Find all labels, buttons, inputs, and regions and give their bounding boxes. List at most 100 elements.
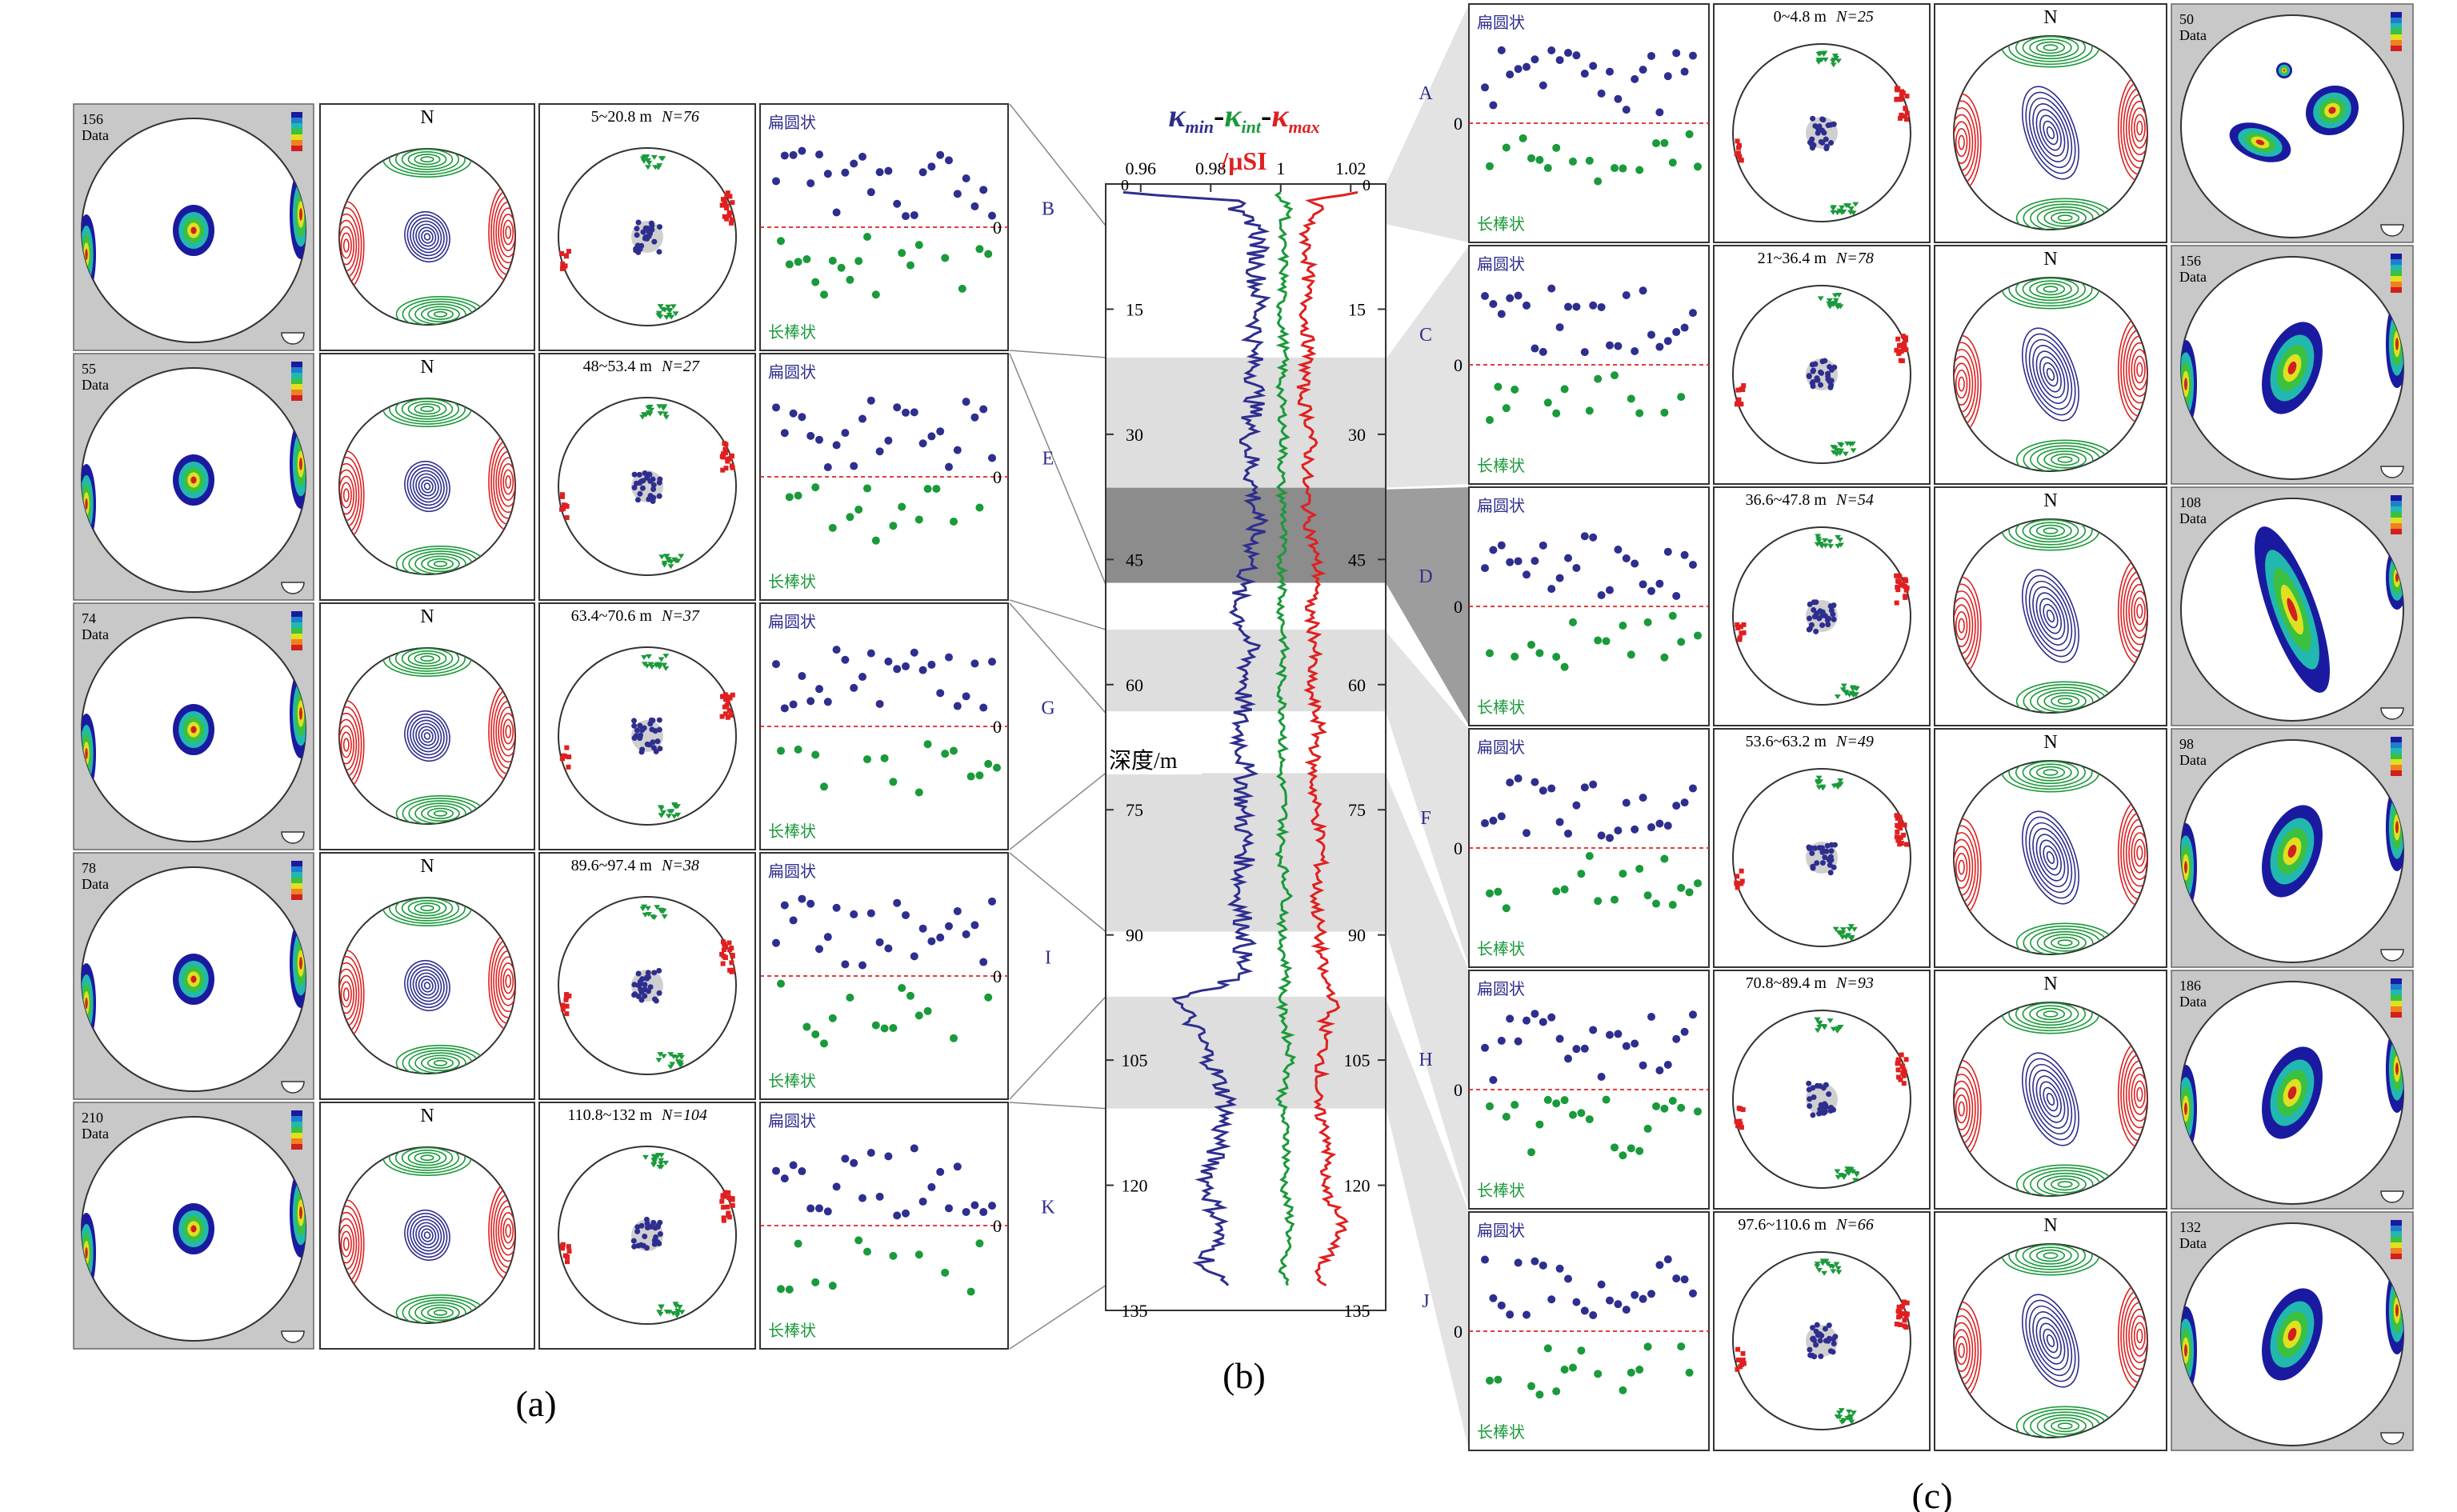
oblate-point bbox=[1481, 564, 1489, 573]
oblate-point bbox=[1506, 1014, 1515, 1023]
kmax-contour bbox=[500, 214, 515, 251]
kmin-point bbox=[657, 1230, 663, 1237]
prolate-point bbox=[1619, 870, 1627, 878]
kmax-point bbox=[722, 450, 728, 456]
oblate-point bbox=[1647, 586, 1655, 595]
oblate-point bbox=[1663, 1060, 1672, 1069]
kmax-contour bbox=[342, 738, 350, 752]
oblate-point bbox=[1597, 89, 1606, 98]
kmax-point bbox=[1901, 1311, 1907, 1317]
oblate-point bbox=[1655, 579, 1664, 588]
north-label: N bbox=[2043, 1215, 2057, 1236]
kint-point bbox=[1830, 450, 1837, 455]
oblate-point bbox=[1680, 1275, 1689, 1284]
kmax-point bbox=[564, 1011, 570, 1017]
density-contour bbox=[190, 726, 197, 734]
color-scale-swatch bbox=[2391, 282, 2402, 287]
oblate-point bbox=[1663, 72, 1672, 81]
kmin-point bbox=[1811, 1094, 1817, 1100]
kmax-point bbox=[721, 947, 726, 953]
kmin-contour bbox=[418, 975, 437, 996]
oblate-point bbox=[1572, 302, 1581, 311]
kint-point bbox=[661, 914, 668, 919]
oblate-point bbox=[1689, 560, 1697, 569]
kint-contour bbox=[2008, 519, 2093, 549]
oblate-point bbox=[1523, 62, 1531, 71]
oblate-point bbox=[918, 924, 927, 933]
kmax-contour bbox=[340, 981, 352, 1008]
kint-contour bbox=[2057, 456, 2073, 463]
kmin-point bbox=[1817, 1338, 1823, 1344]
kmin-point bbox=[634, 1224, 641, 1230]
prolate-point bbox=[1494, 887, 1503, 896]
color-scale-swatch bbox=[291, 390, 302, 395]
kmax-point bbox=[729, 946, 734, 951]
kmax-point bbox=[726, 694, 732, 700]
prolate-label: 长棒状 bbox=[768, 1072, 816, 1090]
density-contour bbox=[85, 249, 88, 260]
oblate-point bbox=[1647, 1290, 1655, 1298]
kint-point bbox=[644, 158, 651, 163]
kmax-contour bbox=[502, 718, 514, 745]
kint-contour bbox=[2043, 1175, 2087, 1194]
kmin-point bbox=[1823, 146, 1830, 152]
prolate-point bbox=[906, 991, 914, 1000]
color-scale-swatch bbox=[2391, 270, 2402, 276]
kmax-point bbox=[1738, 624, 1743, 630]
kmin-contour bbox=[2032, 1311, 2069, 1370]
kint-point bbox=[678, 554, 685, 559]
kmax-contour bbox=[2133, 114, 2146, 142]
kmax-point bbox=[1895, 87, 1900, 93]
kint-point bbox=[648, 664, 655, 670]
prolate-point bbox=[1577, 870, 1586, 878]
kmin-contour bbox=[410, 217, 445, 257]
kmax-contour bbox=[1954, 362, 1971, 406]
kmin-point bbox=[642, 1234, 648, 1240]
prolate-point bbox=[914, 1250, 923, 1259]
kint-point bbox=[659, 909, 666, 914]
kint-contour bbox=[394, 149, 460, 173]
oblate-point bbox=[1580, 70, 1589, 78]
color-scale-swatch bbox=[2391, 1001, 2402, 1006]
oblate-point bbox=[1606, 341, 1614, 350]
color-scale-swatch bbox=[291, 118, 302, 123]
oblate-point bbox=[1564, 49, 1572, 58]
oblate-point bbox=[1672, 591, 1681, 600]
kint-contour bbox=[2022, 36, 2079, 60]
kint-contour bbox=[2022, 1002, 2079, 1026]
kmax-point bbox=[1902, 114, 1907, 119]
kmin-contour bbox=[2028, 1305, 2073, 1377]
oblate-point bbox=[979, 703, 988, 712]
oblate-point bbox=[970, 1201, 979, 1210]
prolate-point bbox=[794, 1239, 802, 1248]
color-scale-swatch bbox=[2391, 1248, 2402, 1254]
kint-point bbox=[1830, 58, 1837, 64]
kint-contour bbox=[2051, 936, 2080, 950]
prolate-label: 长棒状 bbox=[1477, 698, 1525, 717]
kint-point bbox=[666, 308, 673, 314]
prolate-label: 长棒状 bbox=[768, 573, 816, 591]
kmin-contour bbox=[2039, 114, 2062, 151]
oblate-point bbox=[858, 414, 866, 423]
hemisphere-icon bbox=[2380, 949, 2404, 962]
kmax-point bbox=[729, 453, 734, 458]
hemisphere-icon bbox=[281, 1081, 305, 1094]
kmax-point bbox=[559, 506, 565, 512]
connector-line bbox=[1009, 599, 1106, 630]
prolate-point bbox=[1677, 393, 1686, 402]
zero-tick-label: 0 bbox=[993, 218, 1002, 238]
oblate-point bbox=[884, 436, 893, 445]
oblate-point bbox=[1580, 783, 1589, 792]
oblate-point bbox=[1606, 834, 1614, 842]
kint-point bbox=[1815, 534, 1822, 539]
kmin-point bbox=[1823, 1338, 1829, 1344]
kmin-contour bbox=[2043, 362, 2059, 387]
kmax-point bbox=[1738, 1364, 1743, 1370]
depth-tick-label: 90 bbox=[1348, 926, 1366, 946]
kint-contour bbox=[421, 1054, 460, 1072]
oblate-point bbox=[1514, 65, 1523, 74]
kmin-contour bbox=[2043, 1086, 2059, 1112]
oblate-point bbox=[866, 649, 875, 658]
kmax-point bbox=[721, 454, 726, 460]
prolate-point bbox=[1635, 166, 1644, 174]
